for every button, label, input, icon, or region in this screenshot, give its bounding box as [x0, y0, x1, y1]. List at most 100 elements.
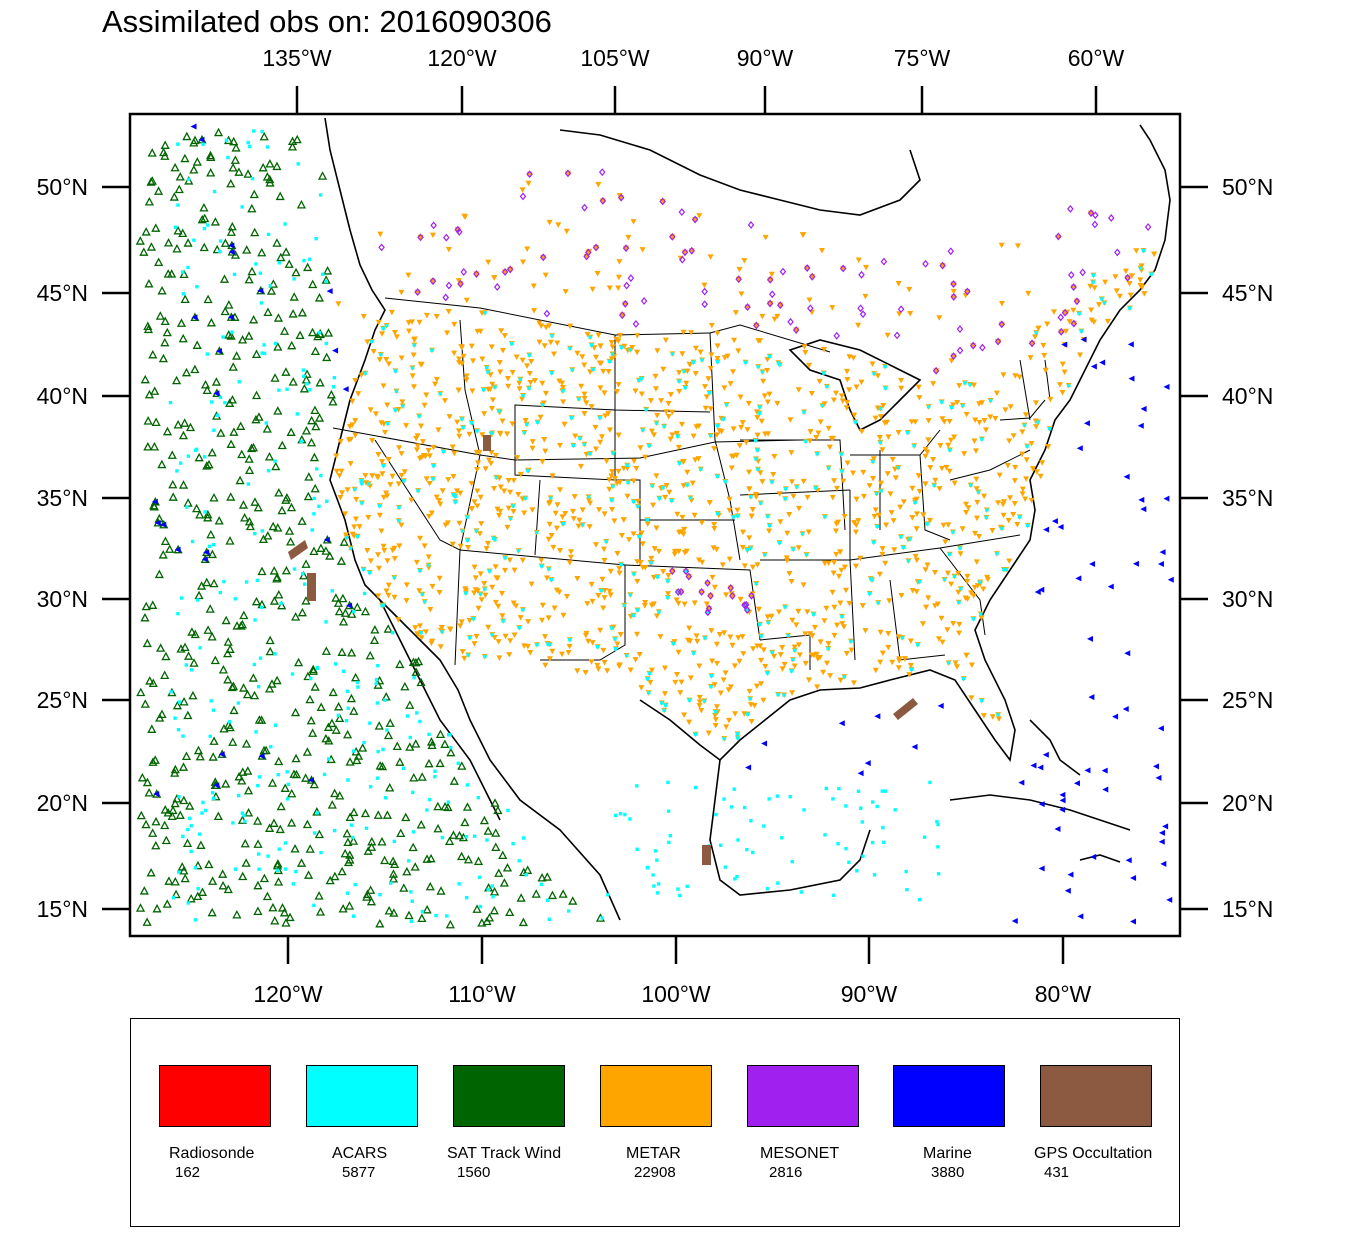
satwind-mark — [302, 819, 312, 829]
metar-mark — [787, 417, 794, 423]
marine-mark — [257, 287, 264, 294]
mesonet-mark — [599, 196, 607, 205]
metar-mark — [609, 469, 616, 475]
acars-mark — [302, 582, 307, 586]
acars-mark — [210, 791, 215, 795]
metar-mark — [429, 583, 436, 590]
metar-mark — [522, 417, 529, 424]
satwind-mark — [225, 536, 235, 545]
acars-mark — [273, 723, 278, 727]
satwind-mark — [146, 867, 156, 877]
metar-mark — [838, 567, 845, 574]
marine-mark — [1054, 825, 1061, 832]
metar-mark — [516, 380, 523, 387]
metar-mark — [519, 357, 526, 364]
metar-mark — [940, 522, 947, 529]
metar-mark — [566, 643, 573, 650]
metar-mark — [691, 600, 698, 607]
satwind-mark — [516, 893, 526, 902]
satwind-mark — [163, 269, 173, 278]
metar-mark — [753, 683, 760, 690]
satwind-mark — [151, 840, 161, 850]
metar-mark — [1010, 433, 1017, 439]
metar-mark — [636, 651, 643, 658]
acars-mark — [856, 789, 861, 794]
metar-mark — [739, 544, 746, 551]
marine-mark — [1051, 518, 1058, 525]
acars-mark — [173, 716, 177, 720]
metar-mark — [976, 401, 983, 407]
mesonet-mark — [1070, 283, 1077, 292]
metar-mark — [624, 493, 631, 500]
satwind-mark — [494, 868, 504, 877]
satwind-mark — [338, 616, 349, 626]
satwind-mark — [147, 724, 157, 733]
metar-mark — [383, 356, 390, 363]
metar-mark — [491, 275, 498, 281]
metar-mark — [474, 588, 481, 594]
satwind-mark — [289, 292, 299, 301]
acars-mark — [176, 203, 180, 207]
acars-mark — [375, 701, 380, 705]
acars-mark — [262, 351, 267, 356]
acars-mark — [517, 859, 521, 863]
satwind-mark — [296, 199, 307, 209]
acars-mark — [324, 620, 328, 624]
metar-mark — [858, 428, 865, 435]
metar-mark — [346, 424, 353, 430]
acars-mark — [478, 592, 483, 596]
acars-mark — [410, 366, 415, 370]
satwind-mark — [353, 751, 364, 760]
metar-mark — [932, 603, 939, 609]
metar-mark — [830, 397, 837, 403]
satwind-mark — [314, 891, 324, 900]
metar-mark — [661, 665, 668, 672]
metar-mark — [871, 513, 878, 520]
metar-mark — [376, 512, 383, 519]
satwind-mark — [210, 655, 220, 665]
metar-mark — [755, 338, 762, 344]
satwind-mark — [232, 621, 242, 630]
satwind-mark — [445, 919, 455, 929]
satwind-mark — [171, 889, 181, 899]
marine-mark — [326, 288, 333, 295]
acars-mark — [466, 653, 470, 657]
metar-mark — [727, 634, 734, 641]
metar-mark — [473, 633, 480, 640]
metar-mark — [685, 637, 692, 644]
satwind-mark — [377, 836, 387, 846]
metar-mark — [906, 286, 913, 293]
satwind-mark — [269, 596, 280, 605]
metar-mark — [1033, 469, 1040, 475]
satwind-mark — [244, 465, 255, 475]
satwind-mark — [243, 808, 254, 817]
marine-mark — [1102, 786, 1109, 793]
metar-mark — [732, 711, 739, 717]
acars-mark — [550, 371, 554, 375]
acars-mark — [490, 632, 494, 637]
metar-mark — [653, 473, 660, 479]
metar-mark — [667, 392, 674, 398]
satwind-mark — [366, 896, 377, 906]
baja-coast — [379, 599, 501, 821]
metar-mark — [761, 393, 768, 399]
satwind-mark — [203, 625, 213, 634]
acars-mark — [561, 521, 566, 526]
mesonet-mark — [1124, 273, 1131, 282]
satwind-mark — [172, 793, 182, 803]
marine-mark — [1099, 359, 1106, 366]
bottom-tick-label: 110°W — [448, 981, 516, 1007]
acars-mark — [203, 510, 207, 514]
satwind-mark — [292, 134, 302, 144]
metar-mark — [857, 555, 864, 562]
satwind-mark — [306, 715, 316, 725]
satwind-mark — [253, 839, 263, 848]
satwind-mark — [178, 480, 189, 489]
acars-mark — [453, 494, 457, 499]
acars-mark — [195, 598, 200, 602]
left-tick-label: 20°N — [37, 790, 88, 816]
metar-mark — [384, 558, 391, 564]
acars-mark — [231, 821, 235, 825]
metar-mark — [832, 528, 839, 534]
metar-mark — [836, 573, 843, 580]
